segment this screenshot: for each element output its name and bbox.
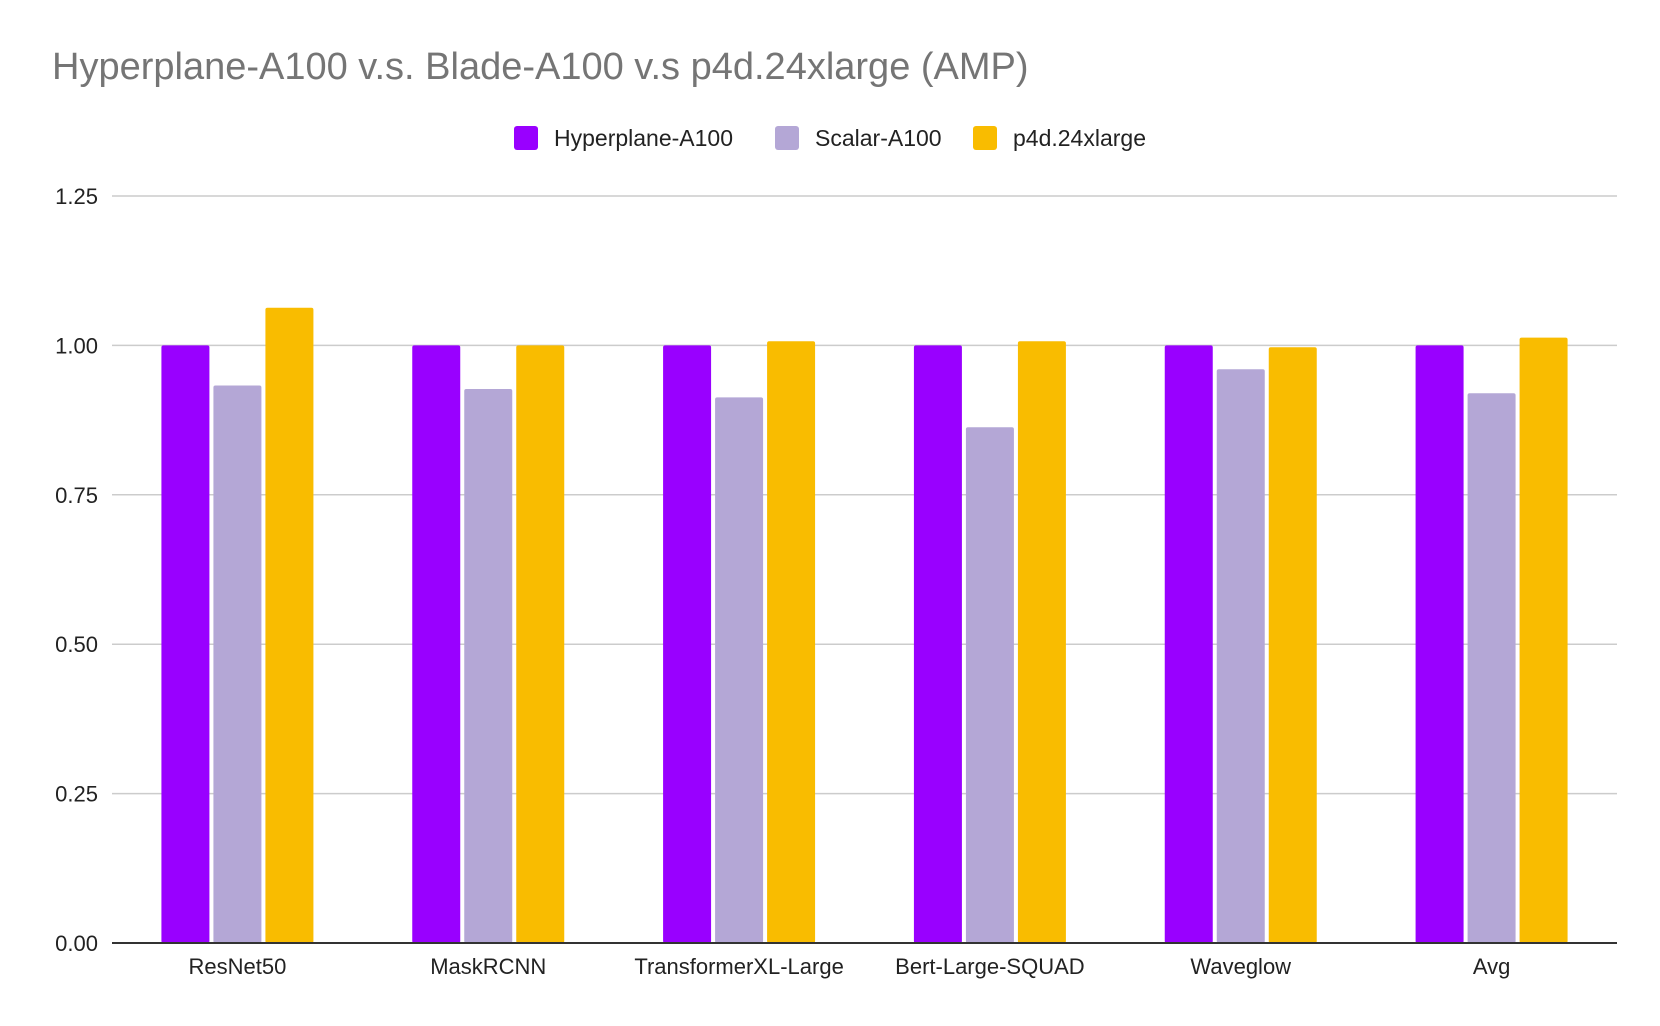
x-tick-label: Bert-Large-SQUAD xyxy=(895,954,1085,979)
y-tick-label: 0.25 xyxy=(55,782,98,807)
y-tick-label: 0.75 xyxy=(55,483,98,508)
bar-scalar-a100[interactable] xyxy=(464,389,513,944)
bar-hyperplane-a100[interactable] xyxy=(663,345,712,943)
y-tick-label: 1.25 xyxy=(55,184,98,209)
bar-p4d-24xlarge[interactable] xyxy=(516,345,565,943)
legend-label: Hyperplane-A100 xyxy=(554,124,734,151)
bar-hyperplane-a100[interactable] xyxy=(412,345,461,943)
legend: Hyperplane-A100 Scalar-A100 p4d.24xlarge xyxy=(0,123,1660,153)
gridlines xyxy=(112,195,1617,795)
chart-title: Hyperplane-A100 v.s. Blade-A100 v.s p4d.… xyxy=(52,46,1029,88)
x-axis-tick-labels: ResNet50 MaskRCNN TransformerXL-Large Bert-… xyxy=(188,954,1510,979)
y-tick-label: 0.00 xyxy=(55,931,98,956)
x-tick-label: MaskRCNN xyxy=(430,954,546,979)
y-tick-label: 0.50 xyxy=(55,632,98,657)
legend-swatch-hyperplane-a100 xyxy=(514,126,538,150)
legend-item-p4d-24xlarge[interactable]: p4d.24xlarge xyxy=(973,123,1146,153)
y-axis-tick-labels: 0.00 0.25 0.50 0.75 1.00 1.25 xyxy=(55,184,98,956)
legend-item-scalar-a100[interactable]: Scalar-A100 xyxy=(775,123,942,153)
bar-p4d-24xlarge[interactable] xyxy=(265,307,314,943)
legend-label: p4d.24xlarge xyxy=(1013,124,1146,151)
x-tick-label: TransformerXL-Large xyxy=(634,954,843,979)
legend-swatch-scalar-a100 xyxy=(775,126,799,150)
bar-p4d-24xlarge[interactable] xyxy=(1519,337,1568,943)
x-tick-label: Avg xyxy=(1473,954,1511,979)
bar-p4d-24xlarge[interactable] xyxy=(1017,341,1066,943)
bar-hyperplane-a100[interactable] xyxy=(161,345,210,943)
x-tick-label: ResNet50 xyxy=(188,954,286,979)
bar-hyperplane-a100[interactable] xyxy=(1415,345,1464,943)
legend-label: Scalar-A100 xyxy=(815,124,942,151)
bars xyxy=(161,307,1568,944)
bar-scalar-a100[interactable] xyxy=(1467,393,1516,943)
bar-hyperplane-a100[interactable] xyxy=(913,345,962,943)
y-tick-label: 1.00 xyxy=(55,333,98,358)
bar-scalar-a100[interactable] xyxy=(965,427,1014,943)
legend-item-hyperplane-a100[interactable]: Hyperplane-A100 xyxy=(514,123,733,153)
bar-hyperplane-a100[interactable] xyxy=(1164,345,1213,943)
bar-scalar-a100[interactable] xyxy=(715,397,764,943)
bar-scalar-a100[interactable] xyxy=(1216,369,1265,944)
x-tick-label: Waveglow xyxy=(1190,954,1291,979)
bar-scalar-a100[interactable] xyxy=(213,385,262,943)
bar-p4d-24xlarge[interactable] xyxy=(767,341,816,943)
legend-swatch-p4d-24xlarge xyxy=(973,126,997,150)
bar-p4d-24xlarge[interactable] xyxy=(1268,347,1317,943)
